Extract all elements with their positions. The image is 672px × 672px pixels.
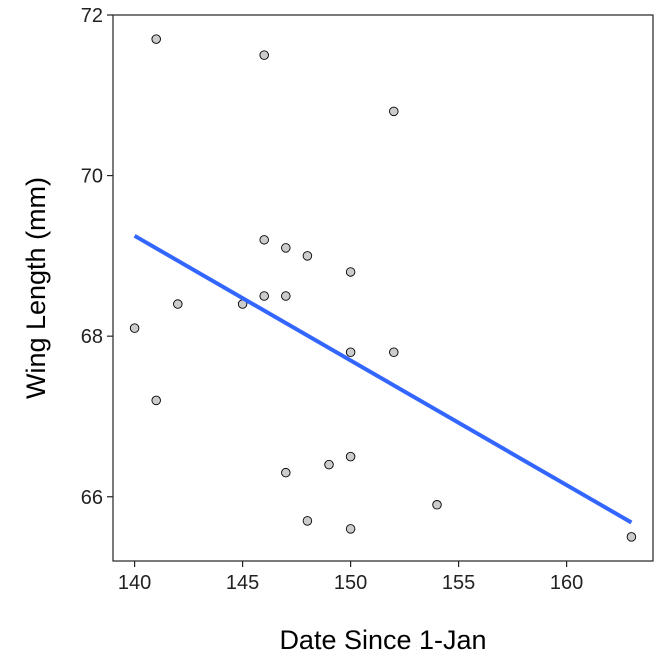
data-point xyxy=(281,291,291,301)
y-axis: 66 68 70 72 xyxy=(81,5,113,509)
data-point xyxy=(281,243,291,253)
plot-frame xyxy=(112,14,654,562)
y-tick-label: 68 xyxy=(81,326,103,348)
data-point xyxy=(389,106,399,117)
data-point xyxy=(302,251,313,261)
data-point xyxy=(259,291,269,301)
data-point xyxy=(259,235,269,245)
x-tick-label: 155 xyxy=(442,572,475,594)
y-tick-label: 70 xyxy=(81,166,103,188)
data-point xyxy=(324,459,334,470)
regression-line xyxy=(133,234,633,525)
y-axis-title: Wing Length (mm) xyxy=(21,177,51,399)
data-point xyxy=(345,267,356,277)
data-point xyxy=(173,299,183,309)
data-point xyxy=(151,395,161,406)
x-tick-label: 150 xyxy=(334,572,367,594)
data-point xyxy=(626,532,637,542)
y-tick-label: 72 xyxy=(81,5,103,27)
x-tick-label: 160 xyxy=(550,572,583,594)
data-point xyxy=(151,34,161,44)
data-point xyxy=(345,451,356,462)
y-tick-label: 66 xyxy=(81,487,103,509)
data-point xyxy=(281,467,291,478)
x-tick-label: 140 xyxy=(118,572,151,594)
points-layer xyxy=(129,34,637,542)
data-point xyxy=(302,516,313,526)
data-point xyxy=(345,347,356,357)
x-axis: 140 145 150 155 160 xyxy=(118,561,583,594)
x-axis-title: Date Since 1-Jan xyxy=(279,625,486,655)
data-point xyxy=(345,524,356,534)
data-point xyxy=(129,323,140,333)
fit-line-layer xyxy=(133,234,633,525)
data-point xyxy=(432,500,442,510)
data-point xyxy=(259,50,269,60)
data-point xyxy=(389,347,399,357)
x-tick-label: 145 xyxy=(226,572,259,594)
